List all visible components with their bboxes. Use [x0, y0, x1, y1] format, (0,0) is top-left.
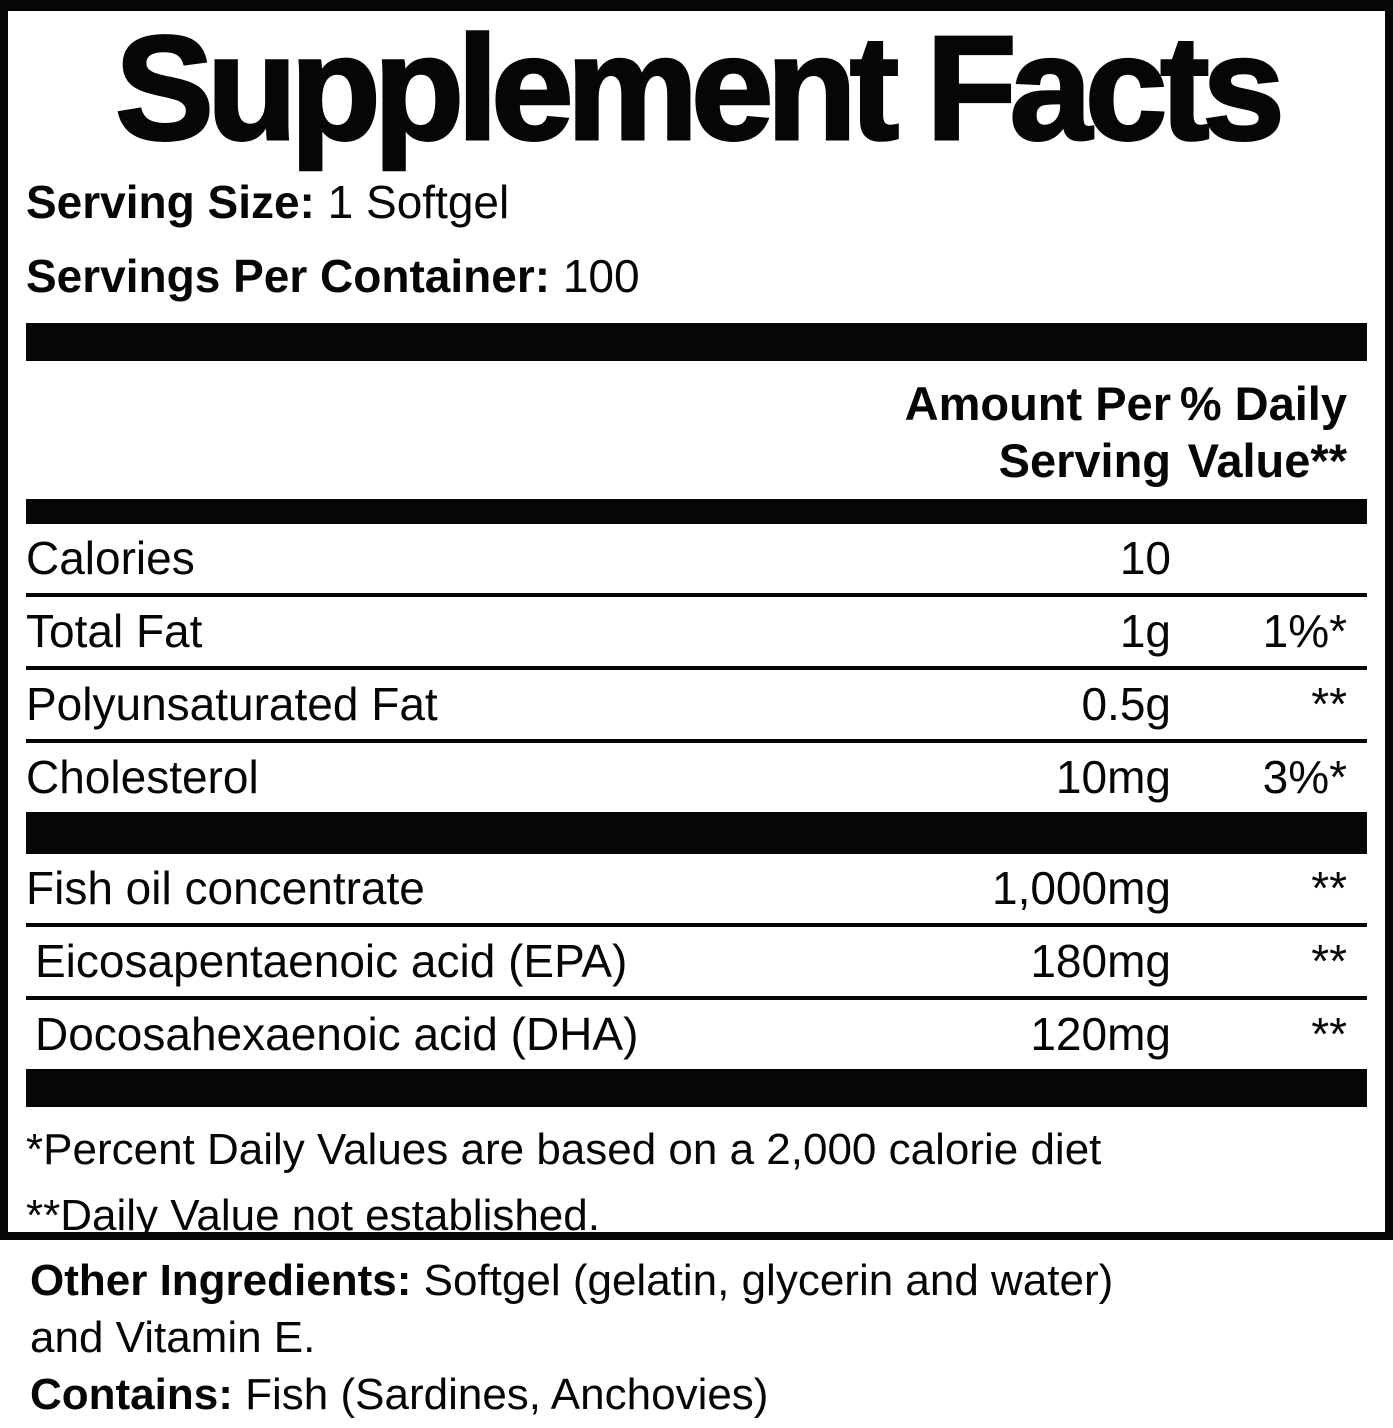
nutrient-row: Eicosapentaenoic acid (EPA) 180mg ** [26, 923, 1367, 996]
nutrient-row: Cholesterol 10mg 3%* [26, 739, 1367, 812]
footnote-line: *Percent Daily Values are based on a 2,0… [26, 1125, 1102, 1174]
nutrient-label: Polyunsaturated Fat [26, 678, 438, 730]
other-ingredients-label: Other Ingredients: [30, 1256, 412, 1305]
nutrient-label: Fish oil concentrate [26, 862, 425, 914]
divider-bar-middle [26, 812, 1367, 850]
nutrient-row: Docosahexaenoic acid (DHA) 120mg ** [26, 996, 1367, 1069]
serving-size-label: Serving Size: [26, 176, 315, 228]
footnotes: *Percent Daily Values are based on a 2,0… [26, 1107, 1367, 1240]
nutrient-amount: 1g [1119, 605, 1171, 657]
column-headers: Amount Per Serving % Daily Value** [26, 361, 1367, 499]
nutrient-label: Docosahexaenoic acid (DHA) [35, 1008, 639, 1060]
footnote-line: **Daily Value not established. [26, 1191, 600, 1240]
nutrient-label: Eicosapentaenoic acid (EPA) [35, 935, 628, 987]
nutrient-daily-value: 3%* [1262, 751, 1347, 803]
other-ingredients-line: Other Ingredients: Softgel (gelatin, gly… [30, 1252, 1180, 1366]
divider-bar-header [26, 499, 1367, 520]
daily-value-header: % Daily Value** [1179, 377, 1347, 487]
contains-label: Contains: [30, 1370, 233, 1419]
nutrient-amount: 120mg [1030, 1008, 1171, 1060]
serving-size-line: Serving Size: 1 Softgel [26, 165, 1367, 239]
nutrient-row: Calories 10 [26, 520, 1367, 593]
nutrient-daily-value: 1%* [1262, 605, 1347, 657]
ingredients-section: Other Ingredients: Softgel (gelatin, gly… [0, 1240, 1393, 1423]
servings-per-container-line: Servings Per Container: 100 [26, 239, 1367, 313]
nutrient-daily-value: ** [1311, 935, 1347, 987]
servings-per-container-value: 100 [562, 250, 640, 302]
serving-size-value: 1 Softgel [327, 176, 510, 228]
other-ingredients-value: Softgel (gelatin, glycerin and water) an… [30, 1256, 1114, 1362]
nutrient-amount: 10 [1119, 532, 1171, 584]
nutrient-row: Fish oil concentrate 1,000mg ** [26, 850, 1367, 923]
nutrient-daily-value: ** [1311, 1008, 1347, 1060]
nutrient-row: Polyunsaturated Fat 0.5g ** [26, 666, 1367, 739]
nutrient-daily-value: ** [1311, 678, 1347, 730]
nutrient-row: Total Fat 1g 1%* [26, 593, 1367, 666]
macro-nutrient-rows: Calories 10 Total Fat 1g 1%* Polyunsatur… [26, 520, 1367, 812]
nutrient-amount: 0.5g [1081, 678, 1171, 730]
nutrient-amount: 180mg [1030, 935, 1171, 987]
nutrient-daily-value: ** [1311, 862, 1347, 914]
servings-per-container-label: Servings Per Container: [26, 250, 551, 302]
contains-line: Contains: Fish (Sardines, Anchovies) [30, 1366, 1363, 1423]
nutrient-label: Cholesterol [26, 751, 259, 803]
nutrient-label: Total Fat [26, 605, 203, 657]
supplement-facts-panel: Supplement Facts Serving Size: 1 Softgel… [0, 0, 1393, 1240]
nutrient-label: Calories [26, 532, 195, 584]
panel-title: Supplement Facts [114, 6, 1287, 171]
divider-bar-top [26, 323, 1367, 361]
contains-value: Fish (Sardines, Anchovies) [245, 1370, 769, 1419]
amount-per-serving-header: Amount Per Serving [904, 377, 1171, 487]
nutrient-amount: 10mg [1055, 751, 1171, 803]
divider-bar-bottom [26, 1069, 1367, 1107]
oil-nutrient-rows: Fish oil concentrate 1,000mg ** Eicosape… [26, 850, 1367, 1069]
nutrient-amount: 1,000mg [991, 862, 1171, 914]
